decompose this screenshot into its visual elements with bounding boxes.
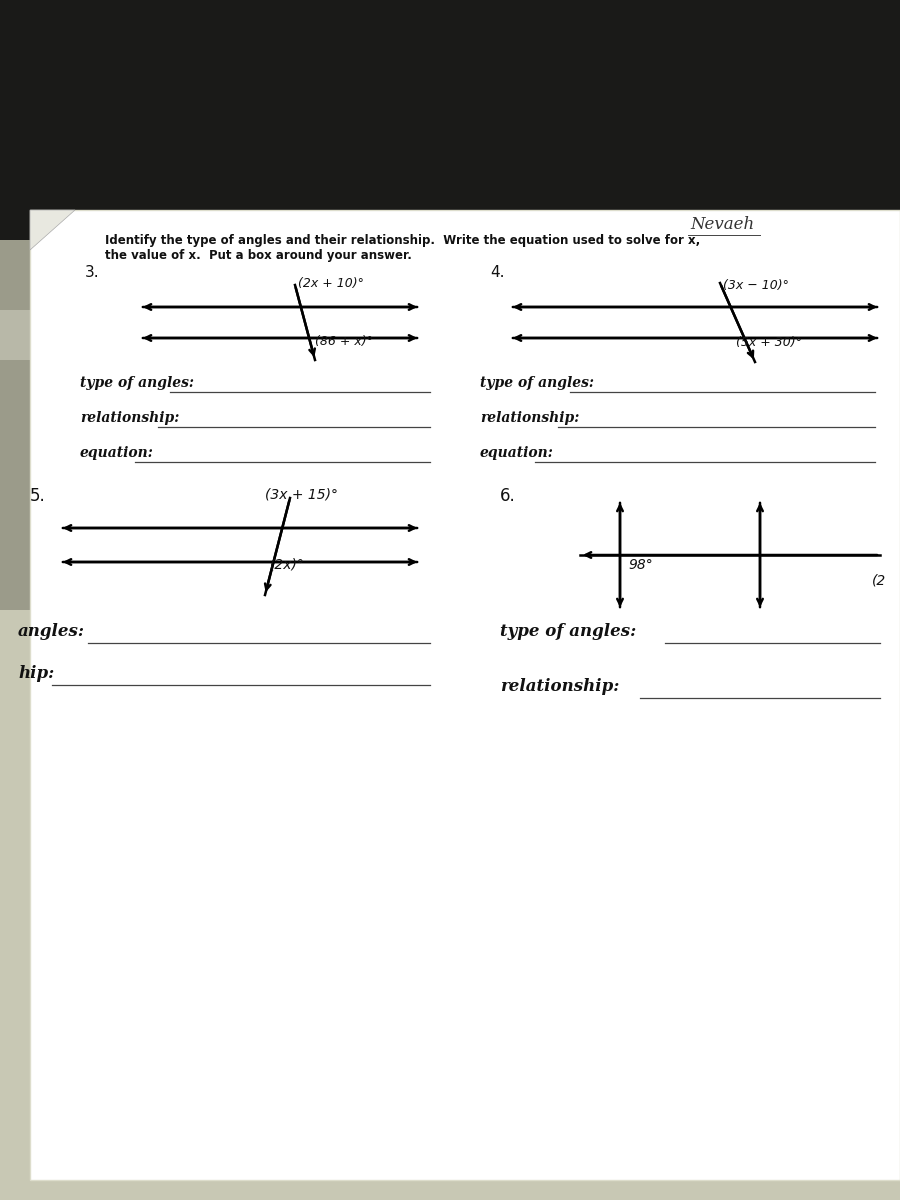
Bar: [0, 610, 900, 1200]
Bar: [0, 0, 900, 320]
Text: relationship:: relationship:: [80, 410, 179, 425]
Text: the value of x.  Put a box around your answer.: the value of x. Put a box around your an…: [105, 248, 412, 262]
Text: equation:: equation:: [80, 446, 154, 460]
Text: (5x + 30)°: (5x + 30)°: [736, 336, 802, 349]
Text: relationship:: relationship:: [480, 410, 580, 425]
Text: hip:: hip:: [18, 665, 54, 682]
Text: (2x)°: (2x)°: [270, 557, 305, 571]
Text: (2x + 10)°: (2x + 10)°: [298, 277, 364, 290]
Text: 4.: 4.: [490, 265, 505, 280]
Text: 6.: 6.: [500, 487, 516, 505]
Text: (3x + 15)°: (3x + 15)°: [265, 488, 338, 502]
Text: type of angles:: type of angles:: [500, 623, 636, 640]
Text: (86 + x)°: (86 + x)°: [315, 335, 373, 348]
Text: (3x − 10)°: (3x − 10)°: [723, 278, 789, 292]
Text: 3.: 3.: [85, 265, 100, 280]
Text: Nevaeh: Nevaeh: [690, 216, 754, 233]
Text: 5.: 5.: [30, 487, 46, 505]
Bar: [0, 240, 900, 620]
Text: (2: (2: [872, 572, 886, 587]
Text: type of angles:: type of angles:: [80, 376, 194, 390]
Text: relationship:: relationship:: [500, 678, 619, 695]
Text: equation:: equation:: [480, 446, 554, 460]
Text: type of angles:: type of angles:: [480, 376, 594, 390]
Bar: [30, 210, 900, 1180]
Text: 98°: 98°: [628, 558, 652, 572]
Polygon shape: [30, 210, 75, 250]
Text: angles:: angles:: [18, 623, 85, 640]
Text: Identify the type of angles and their relationship.  Write the equation used to : Identify the type of angles and their re…: [105, 234, 700, 247]
Bar: [0, 310, 900, 360]
